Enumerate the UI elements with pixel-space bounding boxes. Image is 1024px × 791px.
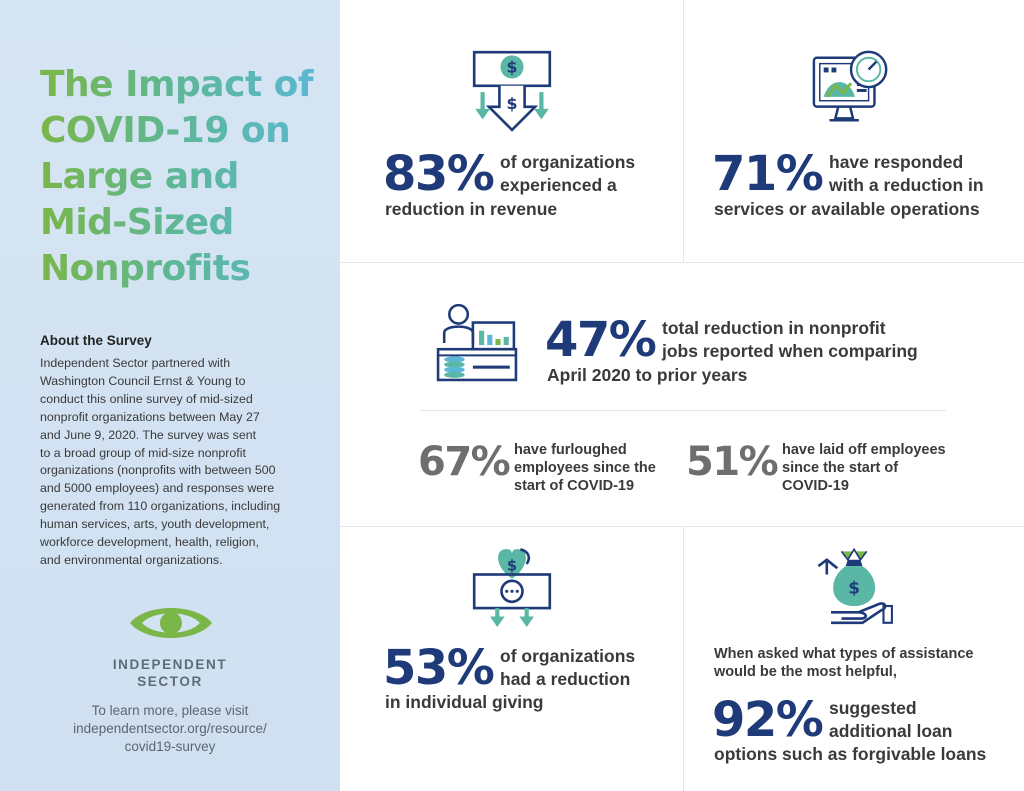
stat-text-services-cont: services or available operations — [714, 199, 980, 219]
stat-text-revenue: of organizations experienced a — [500, 152, 636, 195]
stat-text-services: have responded with a reduction in — [829, 152, 984, 195]
stat-value-giving: 53% — [383, 640, 495, 696]
stat-value-laid-off: 51% — [686, 439, 779, 485]
stat-text-giving: of organizations had a reduction — [500, 646, 636, 689]
stat-value-services: 71% — [712, 146, 824, 202]
divider-vertical-top — [683, 0, 684, 262]
stat-text-jobs-cont: April 2020 to prior years — [547, 365, 748, 385]
sidebar: The Impact of COVID-19 on Large and Mid-… — [0, 0, 340, 791]
hand-money-bag-icon: $ — [817, 547, 893, 625]
money-heart-icon: $ — [472, 548, 552, 627]
stat-text-furloughed: have furloughed employees since the star… — [514, 442, 656, 494]
independent-sector-eye-icon — [130, 608, 212, 638]
monitor-gauge-icon — [812, 50, 888, 122]
stat-text-loans: suggested additional loan — [829, 698, 953, 741]
money-down-icon: $ $ — [472, 50, 552, 132]
about-heading: About the Survey — [40, 333, 152, 348]
divider-vertical-bottom — [683, 526, 684, 791]
page-title: The Impact of COVID-19 on Large and Mid-… — [40, 62, 330, 292]
divider-horizontal-bottom — [340, 526, 1024, 527]
stat-value-loans: 92% — [712, 692, 824, 748]
svg-text:$: $ — [848, 577, 860, 597]
divider-horizontal-middle — [420, 410, 946, 411]
svg-text:$: $ — [507, 557, 517, 574]
svg-text:$: $ — [507, 94, 518, 113]
stat-text-laid-off: have laid off employees since the start … — [782, 442, 946, 494]
stat-value-furloughed: 67% — [418, 439, 511, 485]
desk-worker-icon — [436, 303, 518, 382]
learn-more-link[interactable]: To learn more, please visit independents… — [73, 703, 267, 754]
logo-text: INDEPENDENT SECTOR — [112, 657, 228, 689]
stat-text-loans-cont: options such as forgivable loans — [714, 744, 987, 764]
stat-text-revenue-cont: reduction in revenue — [385, 199, 558, 219]
svg-text:$: $ — [507, 58, 518, 77]
about-body: Independent Sector partnered with Washin… — [40, 356, 281, 567]
stat-value-revenue: 83% — [383, 146, 495, 202]
stat-text-giving-cont: in individual giving — [385, 692, 544, 712]
stat-text-jobs: total reduction in nonprofit jobs report… — [662, 318, 918, 361]
divider-horizontal-top — [340, 262, 1024, 263]
stat-intro-loans: When asked what types of assistance woul… — [714, 646, 974, 680]
stat-value-jobs: 47% — [545, 312, 657, 368]
